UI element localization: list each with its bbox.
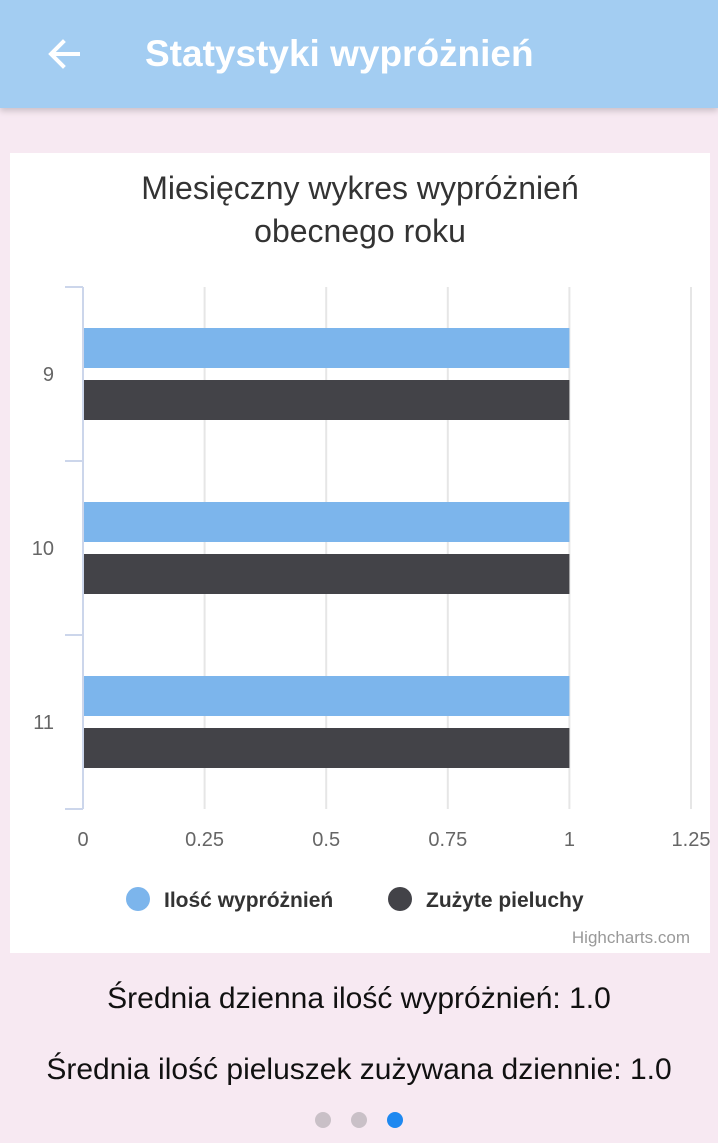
- page-dot[interactable]: [315, 1112, 331, 1128]
- bar: [84, 676, 570, 716]
- category-label: 10: [32, 538, 54, 560]
- legend-marker: [388, 887, 412, 911]
- chart-credits: Highcharts.com: [572, 928, 690, 947]
- x-tick-label: 0.75: [428, 829, 467, 851]
- chart-title: obecnego roku: [254, 213, 466, 249]
- chart-title: Miesięczny wykres wypróżnień: [141, 170, 578, 206]
- page-dot[interactable]: [351, 1112, 367, 1128]
- bar: [84, 328, 570, 368]
- legend-marker: [126, 887, 150, 911]
- legend-item-label: Ilość wypróżnień: [164, 889, 333, 912]
- x-tick-label: 0.25: [185, 829, 224, 851]
- legend-item-label: Zużyte pieluchy: [426, 889, 584, 912]
- x-tick-label: 0: [77, 829, 88, 851]
- bar: [84, 728, 570, 768]
- bar: [84, 502, 570, 542]
- bar: [84, 554, 570, 594]
- category-label: 9: [43, 364, 54, 386]
- category-label: 11: [33, 712, 54, 734]
- arrow-back-icon: [48, 39, 80, 69]
- back-button[interactable]: [38, 28, 90, 80]
- x-tick-label: 1.25: [672, 829, 710, 851]
- avg-diapers: Średnia ilość pieluszek zużywana dzienni…: [46, 1053, 672, 1086]
- page-title: Statystyki wypróżnień: [145, 33, 534, 74]
- bar-chart: Miesięczny wykres wypróżnień obecnego rok…: [32, 170, 710, 947]
- avg-bowel-movements: Średnia dzienna ilość wypróżnień: 1.0: [107, 982, 611, 1015]
- chart-card: Miesięczny wykres wypróżnień obecnego rok…: [10, 153, 710, 953]
- page-indicator: [0, 1112, 718, 1130]
- page-dot-active[interactable]: [387, 1112, 403, 1128]
- x-tick-label: 1: [564, 829, 575, 851]
- app-bar: Statystyki wypróżnień: [0, 0, 718, 108]
- bar: [84, 380, 570, 420]
- x-tick-label: 0.5: [312, 829, 340, 851]
